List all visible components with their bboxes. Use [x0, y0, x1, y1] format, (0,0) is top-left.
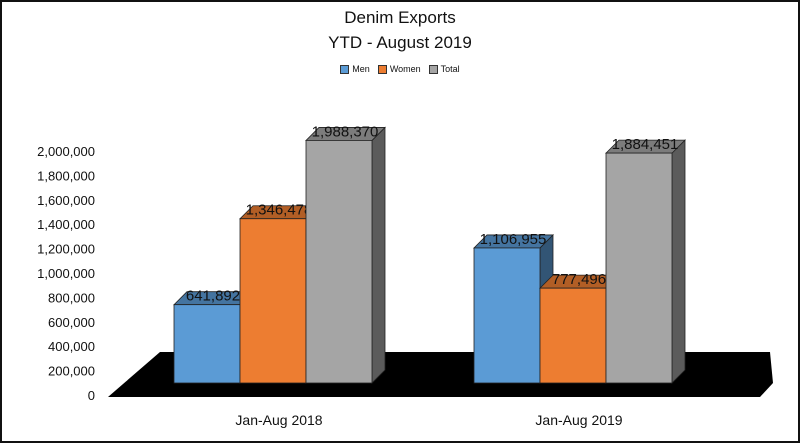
- bar-total: [605, 152, 673, 384]
- bar-men: [173, 304, 241, 384]
- legend-swatch-men: [340, 64, 350, 74]
- legend-label-men: Men: [352, 64, 370, 74]
- y-tick-label: 1,200,000: [37, 242, 95, 257]
- legend-item-men: Men: [340, 64, 370, 74]
- legend-swatch-women: [377, 64, 387, 74]
- data-label: 1,884,451: [612, 136, 679, 153]
- legend-swatch-total: [428, 64, 438, 74]
- data-label: 777,496: [552, 271, 606, 288]
- legend-label-women: Women: [389, 64, 421, 74]
- bar-women: [539, 287, 607, 384]
- legend: Men Women Total: [0, 64, 800, 74]
- y-tick-label: 1,400,000: [37, 217, 95, 232]
- data-label: 1,988,370: [312, 123, 379, 140]
- y-tick-label: 1,800,000: [37, 168, 95, 183]
- y-tick-label: 600,000: [48, 315, 95, 330]
- y-tick-label: 400,000: [48, 339, 95, 354]
- bar-side: [371, 126, 386, 384]
- chart-subtitle: YTD - August 2019: [328, 33, 472, 52]
- y-tick-label: 1,000,000: [37, 266, 95, 281]
- x-tick-label: Jan-Aug 2019: [535, 412, 622, 428]
- chart-title: Denim Exports: [344, 8, 456, 27]
- y-tick-label: 1,600,000: [37, 193, 95, 208]
- bar-side: [671, 139, 686, 384]
- data-label: 1,106,955: [480, 231, 547, 248]
- bar-total: [305, 140, 373, 384]
- y-tick-label: 200,000: [48, 364, 95, 379]
- data-label: 641,892: [186, 288, 240, 305]
- x-tick-label: Jan-Aug 2018: [235, 412, 322, 428]
- legend-item-women: Women: [377, 64, 421, 74]
- y-tick-label: 2,000,000: [37, 144, 95, 159]
- bar-women: [239, 218, 307, 384]
- legend-label-total: Total: [440, 64, 460, 74]
- data-label: 1,346,478: [246, 202, 313, 219]
- y-tick-label: 800,000: [48, 290, 95, 305]
- y-tick-label: 0: [88, 388, 95, 403]
- bar-men: [473, 247, 541, 384]
- legend-item-total: Total: [428, 64, 460, 74]
